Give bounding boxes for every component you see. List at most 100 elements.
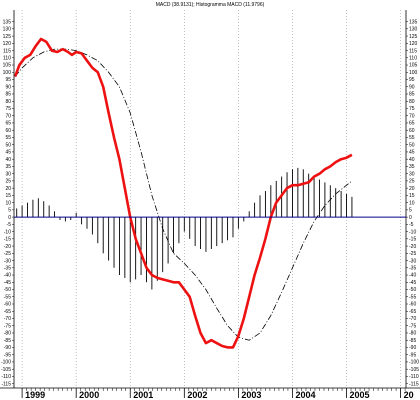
y-tick-label-left: -110 xyxy=(1,374,11,380)
y-tick-label-right: 90 xyxy=(409,84,415,90)
y-tick-label-left: -10 xyxy=(4,229,11,235)
y-tick-label-left: 80 xyxy=(5,99,11,105)
y-tick-label-right: 10 xyxy=(409,200,415,206)
y-tick-label-left: 100 xyxy=(3,70,12,76)
y-tick-label-right: -80 xyxy=(409,331,416,337)
y-tick-label-right: -70 xyxy=(409,316,416,322)
y-tick-label-right: -75 xyxy=(409,323,416,329)
y-tick-label-left: 70 xyxy=(5,113,11,119)
y-tick-label-left: 30 xyxy=(5,171,11,177)
y-tick-label-right: 55 xyxy=(409,135,415,141)
y-tick-label-right: 100 xyxy=(409,70,418,76)
y-tick-label-right: -110 xyxy=(409,374,419,380)
y-tick-label-right: 25 xyxy=(409,179,415,185)
y-tick-label-right: 35 xyxy=(409,164,415,170)
y-tick-label-right: 80 xyxy=(409,99,415,105)
y-tick-label-right: 45 xyxy=(409,150,415,156)
x-year-label: 2000 xyxy=(79,390,99,400)
y-tick-label-right: 40 xyxy=(409,157,415,163)
y-tick-label-left: -95 xyxy=(4,352,11,358)
y-tick-label-left: -5 xyxy=(7,222,12,228)
y-tick-label-left: -55 xyxy=(4,294,11,300)
y-tick-label-right: 110 xyxy=(409,55,417,61)
y-tick-label-left: 115 xyxy=(3,48,11,54)
y-tick-label-left: 35 xyxy=(5,164,11,170)
y-tick-label-left: -35 xyxy=(4,265,11,271)
y-tick-label-left: -15 xyxy=(4,237,11,243)
y-tick-label-left: 15 xyxy=(5,193,11,199)
y-tick-label-right: 85 xyxy=(409,92,415,98)
y-tick-label-left: 130 xyxy=(3,27,12,33)
y-tick-label-left: 50 xyxy=(5,142,11,148)
y-tick-label-left: -50 xyxy=(4,287,11,293)
y-tick-label-right: 75 xyxy=(409,106,415,112)
y-tick-label-right: -45 xyxy=(409,280,416,286)
y-tick-label-right: -35 xyxy=(409,265,416,271)
y-tick-label-left: -105 xyxy=(1,367,11,373)
y-tick-label-right: -60 xyxy=(409,302,416,308)
x-year-label: 2005 xyxy=(350,390,370,400)
y-tick-label-right: 70 xyxy=(409,113,415,119)
y-tick-label-left: 65 xyxy=(5,121,11,127)
y-tick-label-left: 85 xyxy=(5,92,11,98)
y-tick-label-left: 75 xyxy=(5,106,11,112)
y-tick-label-left: -45 xyxy=(4,280,11,286)
y-tick-label-left: 45 xyxy=(5,150,11,156)
y-tick-label-left: 40 xyxy=(5,157,11,163)
y-tick-label-left: 125 xyxy=(3,34,12,40)
y-tick-label-left: 55 xyxy=(5,135,11,141)
y-tick-label-right: 0 xyxy=(409,215,412,221)
signal-line-layer xyxy=(14,48,353,341)
y-tick-label-right: 65 xyxy=(409,121,415,127)
y-tick-label-right: -50 xyxy=(409,287,416,293)
y-tick-label-left: 10 xyxy=(5,200,11,206)
y-tick-label-right: -15 xyxy=(409,237,416,243)
y-tick-label-left: -85 xyxy=(4,338,11,344)
y-tick-label-right: 120 xyxy=(409,41,418,47)
y-tick-label-left: -75 xyxy=(4,323,11,329)
y-tick-label-right: 115 xyxy=(409,48,417,54)
y-tick-label-right: 95 xyxy=(409,77,415,83)
y-tick-label-right: 135 xyxy=(409,19,418,25)
y-tick-label-right: -100 xyxy=(409,360,419,366)
x-year-label: 2004 xyxy=(295,390,315,400)
y-tick-label-right: -65 xyxy=(409,309,416,315)
y-tick-label-right: -5 xyxy=(409,222,414,228)
y-tick-label-right: -55 xyxy=(409,294,416,300)
y-tick-label-left: 25 xyxy=(5,179,11,185)
y-tick-label-right: -30 xyxy=(409,258,416,264)
signal-line xyxy=(14,48,353,341)
y-tick-label-left: 90 xyxy=(5,84,11,90)
x-year-label: 2001 xyxy=(133,390,153,400)
y-tick-label-left: -40 xyxy=(4,273,11,279)
chart-title: MACD (38.9131); Histogramma MACD (11.979… xyxy=(156,2,265,8)
y-tick-label-left: 95 xyxy=(5,77,11,83)
y-tick-label-left: 0 xyxy=(8,215,11,221)
y-tick-label-left: 120 xyxy=(3,41,12,47)
y-tick-label-right: 15 xyxy=(409,193,415,199)
y-tick-label-right: 105 xyxy=(409,63,418,69)
y-tick-label-left: -65 xyxy=(4,309,11,315)
y-tick-label-right: -40 xyxy=(409,273,416,279)
y-tick-label-left: 5 xyxy=(8,208,11,214)
y-tick-label-right: -90 xyxy=(409,345,416,351)
y-tick-label-left: -70 xyxy=(4,316,11,322)
histogram-layer xyxy=(16,167,353,290)
y-tick-label-right: 30 xyxy=(409,171,415,177)
y-tick-label-right: -105 xyxy=(409,367,419,373)
y-tick-label-right: -10 xyxy=(409,229,416,235)
y-tick-label-right: -115 xyxy=(409,381,419,387)
y-tick-label-right: 125 xyxy=(409,34,418,40)
y-tick-label-left: -80 xyxy=(4,331,11,337)
y-tick-label-left: 20 xyxy=(5,186,11,192)
y-tick-label-left: -30 xyxy=(4,258,11,264)
y-tick-label-left: -25 xyxy=(4,251,11,257)
y-tick-label-left: -115 xyxy=(1,381,11,387)
x-year-label: 2003 xyxy=(241,390,261,400)
y-tick-label-right: -95 xyxy=(409,352,416,358)
y-tick-label-right: 130 xyxy=(409,27,418,33)
